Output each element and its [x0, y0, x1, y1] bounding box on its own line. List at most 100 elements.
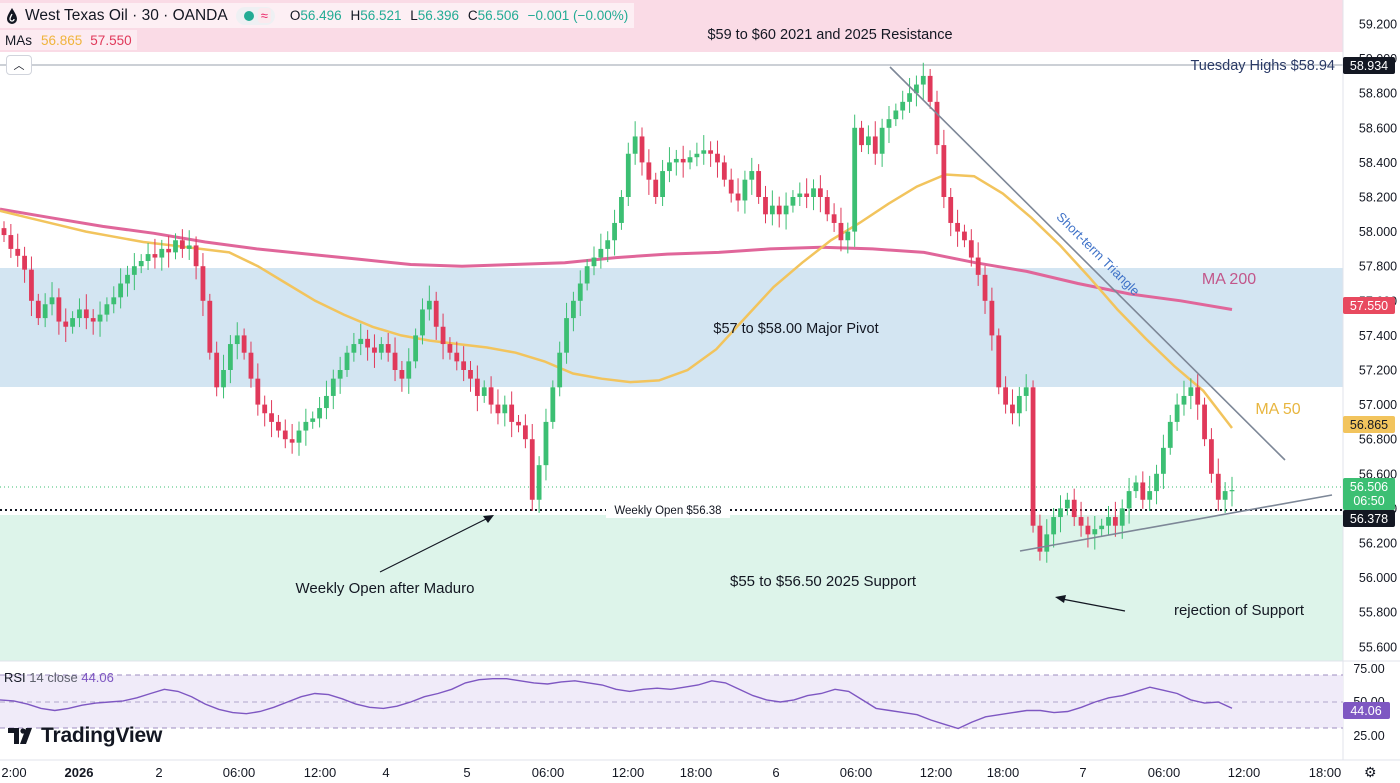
candle-body[interactable] — [29, 269, 34, 301]
candle-body[interactable] — [56, 297, 62, 322]
candle-body[interactable] — [214, 352, 220, 388]
candle-body[interactable] — [1030, 387, 1036, 526]
candle-body[interactable] — [186, 245, 192, 249]
candle-body[interactable] — [104, 304, 110, 315]
candle-body[interactable] — [468, 370, 473, 379]
candle-body[interactable] — [605, 240, 611, 249]
candle-body[interactable] — [756, 171, 762, 197]
candle-body[interactable] — [310, 418, 316, 422]
candle-body[interactable] — [1209, 439, 1214, 474]
candle-body[interactable] — [234, 335, 240, 345]
candle-body[interactable] — [824, 197, 830, 215]
candle-body[interactable] — [1037, 525, 1043, 552]
candle-body[interactable] — [708, 150, 714, 154]
candle-body[interactable] — [282, 430, 288, 440]
candle-body[interactable] — [975, 257, 981, 275]
candle-body[interactable] — [90, 318, 96, 322]
candle-body[interactable] — [893, 110, 899, 120]
candle-body[interactable] — [276, 421, 281, 431]
candle-body[interactable] — [15, 248, 21, 256]
candle-body[interactable] — [982, 274, 988, 301]
candle-body[interactable] — [776, 205, 782, 215]
candle-body[interactable] — [619, 197, 624, 223]
candle-body[interactable] — [426, 300, 432, 310]
rsi-line[interactable] — [0, 678, 1233, 730]
chevron-up-icon[interactable]: ︿ — [6, 55, 32, 75]
candles-group[interactable] — [1, 62, 1235, 563]
candle-body[interactable] — [866, 136, 871, 146]
candle-body[interactable] — [372, 347, 377, 353]
candle-body[interactable] — [296, 430, 302, 443]
candle-body[interactable] — [584, 266, 590, 284]
candle-body[interactable] — [1078, 517, 1084, 526]
candle-body[interactable] — [1003, 387, 1009, 405]
candle-body[interactable] — [797, 193, 803, 197]
candle-body[interactable] — [1229, 490, 1235, 492]
candle-body[interactable] — [660, 171, 665, 197]
candle-body[interactable] — [1106, 517, 1111, 526]
candle-body[interactable] — [646, 162, 652, 180]
candle-body[interactable] — [790, 197, 796, 206]
candle-body[interactable] — [968, 240, 974, 258]
candle-body[interactable] — [962, 231, 967, 241]
candle-body[interactable] — [495, 404, 501, 414]
candle-body[interactable] — [1099, 525, 1105, 530]
candle-body[interactable] — [159, 248, 165, 258]
candle-body[interactable] — [632, 136, 638, 154]
candle-body[interactable] — [1133, 482, 1139, 492]
candle-body[interactable] — [749, 171, 755, 180]
candle-body[interactable] — [1044, 534, 1050, 552]
candle-body[interactable] — [1195, 387, 1201, 405]
candle-body[interactable] — [1147, 491, 1153, 500]
candle-body[interactable] — [207, 300, 213, 353]
candle-body[interactable] — [920, 75, 926, 85]
candle-body[interactable] — [543, 421, 549, 466]
candle-body[interactable] — [461, 361, 467, 370]
candle-body[interactable] — [1181, 395, 1187, 405]
candle-body[interactable] — [317, 408, 322, 419]
candle-body[interactable] — [1154, 473, 1159, 492]
candle-body[interactable] — [337, 370, 343, 379]
candle-body[interactable] — [721, 162, 727, 180]
candle-body[interactable] — [97, 314, 103, 322]
candle-body[interactable] — [557, 352, 563, 388]
candle-body[interactable] — [433, 300, 439, 327]
candle-body[interactable] — [399, 370, 405, 379]
candle-body[interactable] — [1140, 482, 1146, 500]
candle-body[interactable] — [886, 119, 892, 128]
candle-body[interactable] — [900, 101, 906, 111]
candle-body[interactable] — [1010, 404, 1015, 414]
status-pill[interactable]: ≈ — [235, 6, 275, 25]
candle-body[interactable] — [49, 297, 55, 305]
gear-icon[interactable]: ⚙ — [1364, 764, 1377, 780]
candle-body[interactable] — [413, 335, 419, 362]
candle-body[interactable] — [1, 228, 7, 236]
candle-body[interactable] — [783, 205, 789, 215]
candle-body[interactable] — [838, 222, 844, 241]
symbol-header[interactable]: West Texas Oil · 30 · OANDA ≈ O56.496 H5… — [0, 3, 635, 28]
candle-body[interactable] — [447, 344, 453, 353]
candle-body[interactable] — [200, 266, 206, 301]
candle-body[interactable] — [879, 127, 885, 154]
candle-body[interactable] — [612, 222, 617, 241]
candle-body[interactable] — [1126, 491, 1132, 509]
candle-body[interactable] — [639, 136, 645, 163]
candle-body[interactable] — [193, 245, 199, 267]
candle-body[interactable] — [996, 335, 1002, 388]
ma-legend[interactable]: MAs 56.865 57.550 — [0, 30, 137, 50]
candle-body[interactable] — [392, 352, 398, 370]
candle-body[interactable] — [1092, 529, 1098, 535]
candle-body[interactable] — [289, 439, 295, 443]
candle-body[interactable] — [1071, 499, 1077, 518]
candle-body[interactable] — [687, 157, 693, 163]
candle-body[interactable] — [248, 352, 254, 379]
candle-body[interactable] — [742, 179, 748, 201]
candle-body[interactable] — [1016, 395, 1022, 414]
candle-body[interactable] — [673, 158, 679, 163]
candle-body[interactable] — [330, 378, 336, 396]
candle-body[interactable] — [591, 257, 597, 267]
candle-body[interactable] — [365, 338, 370, 348]
candle-body[interactable] — [804, 193, 810, 197]
candle-body[interactable] — [1222, 491, 1228, 500]
